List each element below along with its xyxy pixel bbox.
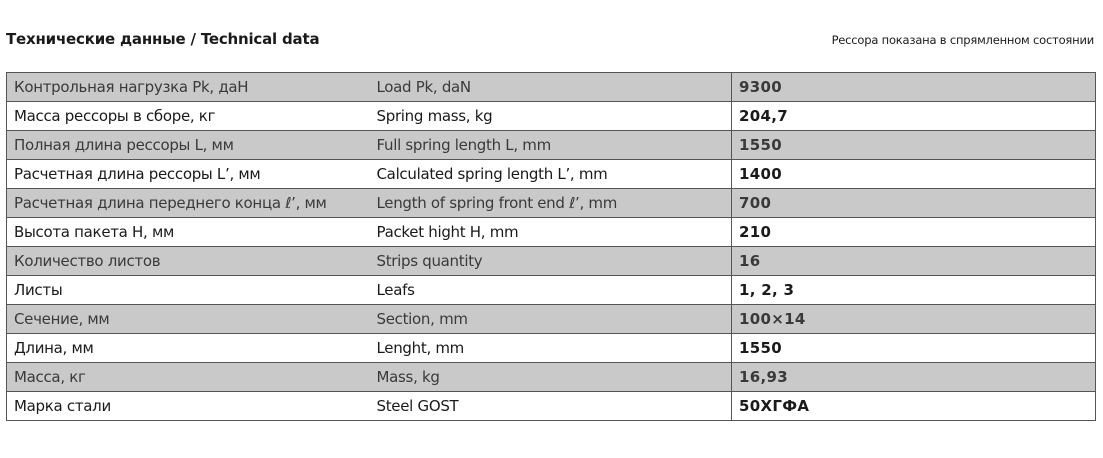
page-title: Технические данные / Technical data xyxy=(6,30,320,48)
row-label-ru: Масса, кг xyxy=(6,362,371,392)
row-label-en: Calculated spring length L’, mm xyxy=(370,159,732,189)
row-label-ru: Сечение, мм xyxy=(6,304,371,334)
row-value: 16,93 xyxy=(731,362,1096,392)
row-value: 210 xyxy=(731,217,1096,247)
table-row: Высота пакета H, мм Packet hight H, mm 2… xyxy=(6,217,1096,247)
row-label-en: Length of spring front end ℓ’, mm xyxy=(370,188,732,218)
row-label-en: Lenght, mm xyxy=(370,333,732,363)
row-label-ru: Контрольная нагрузка Pk, даН xyxy=(6,72,371,102)
row-label-ru: Длина, мм xyxy=(6,333,371,363)
row-label-en: Leafs xyxy=(370,275,732,305)
row-label-ru: Листы xyxy=(6,275,371,305)
row-label-ru: Марка стали xyxy=(6,391,371,421)
row-value: 1, 2, 3 xyxy=(731,275,1096,305)
table-row: Полная длина рессоры L, мм Full spring l… xyxy=(6,130,1096,160)
table-row: Марка стали Steel GOST 50ХГФА xyxy=(6,391,1096,421)
table-row: Масса, кг Mass, kg 16,93 xyxy=(6,362,1096,392)
row-value: 100×14 xyxy=(731,304,1096,334)
row-value: 1550 xyxy=(731,130,1096,160)
row-label-en: Spring mass, kg xyxy=(370,101,732,131)
header-note: Рессора показана в спрямленном состоянии xyxy=(831,33,1095,47)
row-label-en: Strips quantity xyxy=(370,246,732,276)
row-value: 9300 xyxy=(731,72,1096,102)
table-row: Контрольная нагрузка Pk, даН Load Pk, da… xyxy=(6,72,1096,102)
table-row: Расчетная длина переднего конца ℓ’, мм L… xyxy=(6,188,1096,218)
row-value: 1550 xyxy=(731,333,1096,363)
row-value: 50ХГФА xyxy=(731,391,1096,421)
row-label-ru: Количество листов xyxy=(6,246,371,276)
table-row: Количество листов Strips quantity 16 xyxy=(6,246,1096,276)
row-label-ru: Высота пакета H, мм xyxy=(6,217,371,247)
technical-data-table: Контрольная нагрузка Pk, даН Load Pk, da… xyxy=(6,72,1096,421)
row-value: 204,7 xyxy=(731,101,1096,131)
row-label-en: Section, mm xyxy=(370,304,732,334)
row-label-ru: Полная длина рессоры L, мм xyxy=(6,130,371,160)
table-row: Масса рессоры в сборе, кг Spring mass, k… xyxy=(6,101,1096,131)
table-row: Листы Leafs 1, 2, 3 xyxy=(6,275,1096,305)
row-label-ru: Масса рессоры в сборе, кг xyxy=(6,101,371,131)
table-row: Сечение, мм Section, mm 100×14 xyxy=(6,304,1096,334)
row-label-en: Load Pk, daN xyxy=(370,72,732,102)
row-label-en: Packet hight H, mm xyxy=(370,217,732,247)
row-value: 16 xyxy=(731,246,1096,276)
row-value: 700 xyxy=(731,188,1096,218)
header: Технические данные / Technical data Ресс… xyxy=(6,30,1094,52)
row-value: 1400 xyxy=(731,159,1096,189)
row-label-en: Full spring length L, mm xyxy=(370,130,732,160)
row-label-en: Mass, kg xyxy=(370,362,732,392)
row-label-ru: Расчетная длина переднего конца ℓ’, мм xyxy=(6,188,371,218)
table-row: Расчетная длина рессоры L’, мм Calculate… xyxy=(6,159,1096,189)
row-label-ru: Расчетная длина рессоры L’, мм xyxy=(6,159,371,189)
row-label-en: Steel GOST xyxy=(370,391,732,421)
table-row: Длина, мм Lenght, mm 1550 xyxy=(6,333,1096,363)
